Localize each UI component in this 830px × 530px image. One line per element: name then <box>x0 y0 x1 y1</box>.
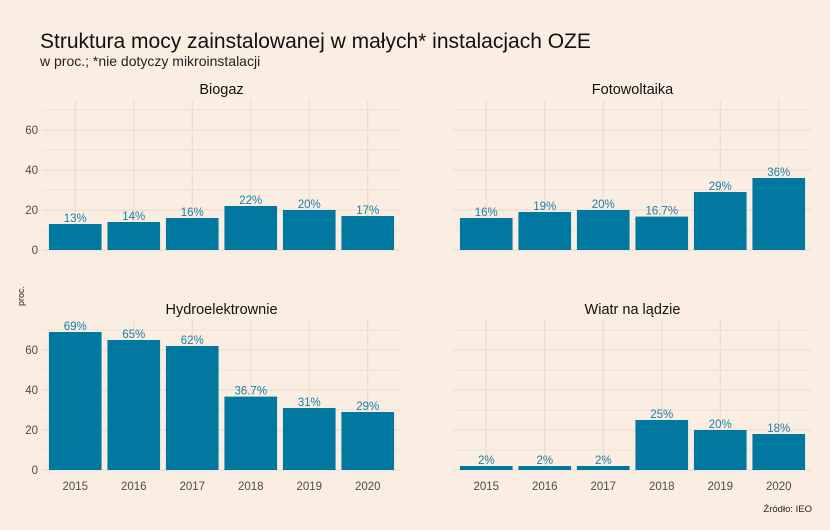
x-tick-label: 2018 <box>238 481 264 493</box>
bar-2020 <box>341 412 395 470</box>
data-label: 20% <box>709 419 732 431</box>
bar-2016 <box>107 340 161 470</box>
panel-biogaz: Biogaz 0 20 40 60 13% 14% 16% 22% 20% 17% <box>25 82 401 257</box>
y-tick-label: 60 <box>25 125 38 137</box>
data-label: 2% <box>478 455 495 467</box>
x-tick-label: 2017 <box>590 481 616 493</box>
data-label: 29% <box>356 401 379 413</box>
bar-2019 <box>693 430 747 470</box>
data-label: 18% <box>767 423 790 435</box>
bar-2019 <box>693 192 747 250</box>
chart-title: Struktura mocy zainstalowanej w małych* … <box>40 30 591 53</box>
chart-subtitle: w proc.; *nie dotyczy mikroinstalacji <box>39 53 260 69</box>
bar-2015 <box>459 466 513 470</box>
x-tick-label: 2017 <box>179 481 205 493</box>
facet-title: Biogaz <box>199 82 243 98</box>
facet-title: Fotowoltaika <box>592 82 674 98</box>
bar-2015 <box>48 332 102 470</box>
x-tick-label: 2020 <box>766 481 792 493</box>
x-tick-label: 2015 <box>62 481 88 493</box>
data-label: 17% <box>356 205 379 217</box>
bar-2018 <box>224 396 278 470</box>
x-tick-label: 2016 <box>532 481 558 493</box>
y-tick-label: 0 <box>32 465 38 477</box>
data-label: 20% <box>298 199 321 211</box>
bar-2016 <box>518 212 572 250</box>
panel-wiatr-na-lądzie: Wiatr na lądzie 2% 2% 2% 25% 20% 18% 2015 2016 20… <box>453 302 812 493</box>
bar-2020 <box>752 434 806 470</box>
bar-2017 <box>165 346 219 470</box>
bar-2018 <box>635 420 689 470</box>
data-label: 19% <box>533 201 556 213</box>
bar-2017 <box>576 210 630 250</box>
bar-2016 <box>518 466 572 470</box>
bar-2016 <box>107 222 161 250</box>
bar-2019 <box>282 408 336 470</box>
bar-2018 <box>224 206 278 250</box>
facet-panels: Biogaz 0 20 40 60 13% 14% 16% 22% 20% 17% Fotowolta… <box>25 82 812 493</box>
bar-2018 <box>635 216 689 250</box>
data-label: 22% <box>239 195 262 207</box>
data-label: 2% <box>595 455 612 467</box>
data-label: 65% <box>122 329 145 341</box>
bar-2020 <box>752 178 806 250</box>
panel-hydroelektrownie: Hydroelektrownie 0 20 40 60 69% 65% 62% 36.7% 31%… <box>25 302 401 493</box>
data-label: 13% <box>64 213 87 225</box>
y-tick-label: 40 <box>25 165 38 177</box>
data-label: 16% <box>181 207 204 219</box>
source-note: Źródło: IEO <box>763 504 812 515</box>
data-label: 14% <box>122 211 145 223</box>
data-label: 36% <box>767 167 790 179</box>
data-label: 69% <box>64 321 87 333</box>
panel-fotowoltaika: Fotowoltaika 16% 19% 20% 16.7% 29% 36% <box>453 82 812 251</box>
data-label: 2% <box>536 455 553 467</box>
bar-2015 <box>459 218 513 250</box>
x-tick-label: 2020 <box>355 481 381 493</box>
facet-title: Wiatr na lądzie <box>585 302 681 318</box>
y-tick-label: 20 <box>25 425 38 437</box>
data-label: 36.7% <box>234 386 267 398</box>
data-label: 62% <box>181 335 204 347</box>
data-label: 29% <box>709 181 732 193</box>
data-label: 16% <box>475 207 498 219</box>
data-label: 25% <box>650 409 673 421</box>
bar-2017 <box>165 218 219 250</box>
x-tick-label: 2015 <box>473 481 499 493</box>
y-tick-label: 60 <box>25 345 38 357</box>
y-tick-label: 40 <box>25 385 38 397</box>
facet-title: Hydroelektrownie <box>165 302 277 318</box>
bar-2020 <box>341 216 395 250</box>
bar-2015 <box>48 224 102 250</box>
x-tick-label: 2019 <box>296 481 322 493</box>
bar-2017 <box>576 466 630 470</box>
y-axis-label: proc. <box>16 286 26 306</box>
y-tick-label: 20 <box>25 205 38 217</box>
y-tick-label: 0 <box>32 245 38 257</box>
data-label: 20% <box>592 199 615 211</box>
x-tick-label: 2019 <box>707 481 733 493</box>
x-tick-label: 2016 <box>121 481 147 493</box>
x-tick-label: 2018 <box>649 481 675 493</box>
bar-2019 <box>282 210 336 250</box>
data-label: 31% <box>298 397 321 409</box>
data-label: 16.7% <box>645 206 678 218</box>
